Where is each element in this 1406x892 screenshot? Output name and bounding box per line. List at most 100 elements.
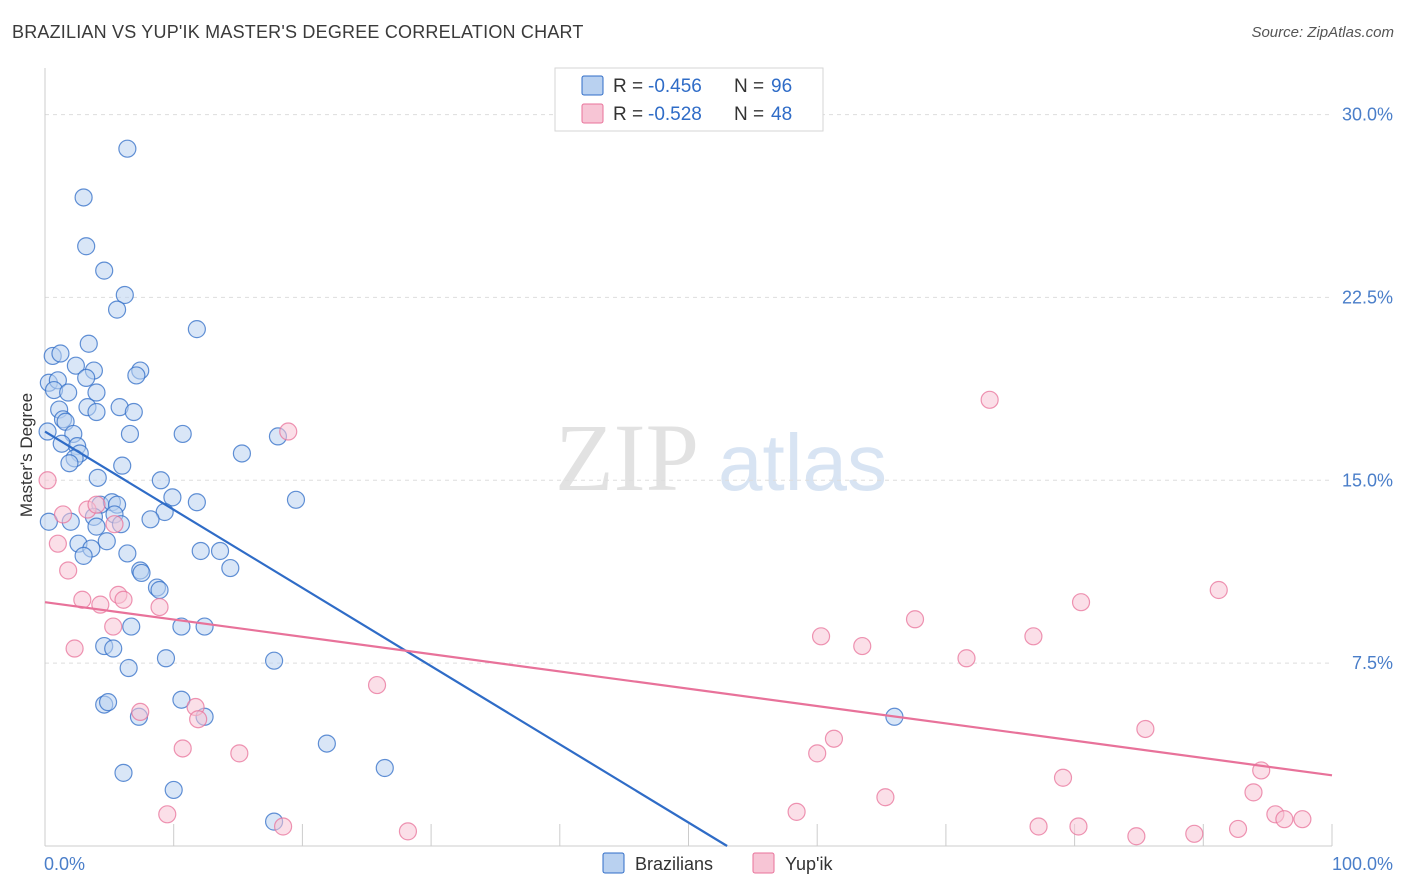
- point-yupik-3: [53, 505, 73, 524]
- point-brazilians-66: [150, 580, 169, 600]
- bottom-legend-label-brazilians: Brazilians: [635, 854, 713, 874]
- point-yupik-13: [150, 597, 169, 617]
- point-brazilians-37: [60, 454, 79, 473]
- bottom-legend-swatch-brazilians: [602, 852, 625, 874]
- point-brazilians-52: [87, 517, 106, 536]
- point-brazilians-74: [119, 658, 138, 678]
- point-brazilians-64: [132, 563, 151, 583]
- trend-lines: [44, 430, 1333, 847]
- point-yupik-30: [824, 729, 844, 748]
- point-brazilians-80: [317, 734, 336, 753]
- x-tick-labels: 0.0% 100.0%: [44, 854, 1393, 874]
- point-yupik-29: [230, 744, 249, 763]
- legend-box: R = -0.456 N = 96 R = -0.528 N = 48: [554, 67, 824, 132]
- point-yupik-28: [173, 739, 192, 758]
- point-brazilians-54: [39, 512, 58, 531]
- point-brazilians-23: [87, 402, 106, 422]
- point-yupik-8: [59, 561, 78, 580]
- point-yupik-37: [787, 802, 806, 821]
- legend-r-value-brazilians: -0.456: [648, 76, 702, 97]
- point-brazilians-58: [74, 546, 93, 565]
- point-yupik-2: [980, 390, 999, 409]
- point-brazilians-16: [77, 368, 96, 387]
- y-tick-labels: 7.5% 15.0% 22.5% 30.0%: [1342, 105, 1393, 674]
- y-axis-label: Master's Degree: [17, 393, 36, 517]
- point-brazilians-40: [151, 471, 170, 490]
- point-yupik-45: [1275, 810, 1294, 829]
- bottom-legend-swatch-yupik: [752, 852, 775, 874]
- point-yupik-24: [131, 702, 150, 722]
- point-brazilians-83: [375, 758, 394, 778]
- chart-source: Source: ZipAtlas.com: [1251, 24, 1394, 41]
- point-brazilians-67: [122, 617, 141, 636]
- point-yupik-15: [65, 639, 84, 658]
- point-brazilians-73: [264, 651, 284, 670]
- bottom-legend: Brazilians Yup'ik: [602, 852, 833, 874]
- point-yupik-19: [811, 627, 831, 646]
- legend-n-label-yupik: N =: [734, 104, 764, 125]
- point-brazilians-10: [66, 356, 85, 375]
- point-brazilians-59: [118, 544, 137, 563]
- point-brazilians-50: [141, 510, 160, 529]
- point-brazilians-61: [210, 541, 230, 561]
- bottom-legend-label-yupik: Yup'ik: [785, 854, 833, 874]
- y-tick-label-1: 15.0%: [1342, 470, 1393, 490]
- point-brazilians-60: [191, 541, 210, 561]
- point-yupik-26: [189, 710, 208, 729]
- point-yupik-18: [905, 610, 925, 629]
- point-yupik-20: [853, 636, 872, 656]
- point-brazilians-69: [195, 617, 214, 636]
- point-brazilians-1: [74, 188, 93, 207]
- point-yupik-1: [279, 422, 298, 441]
- legend-r-value-yupik: -0.528: [648, 104, 702, 125]
- legend-swatch-yupik: [581, 103, 604, 124]
- point-brazilians-18: [59, 383, 78, 402]
- point-brazilians-46: [286, 490, 306, 509]
- point-brazilians-19: [87, 383, 106, 402]
- trend-line-brazilians: [44, 430, 728, 847]
- point-yupik-6: [87, 495, 106, 514]
- x-tick-label-1: 100.0%: [1332, 854, 1393, 874]
- point-brazilians-13: [127, 366, 146, 385]
- series-yupik: [38, 390, 1312, 846]
- point-brazilians-45: [187, 493, 206, 512]
- point-brazilians-24: [124, 402, 143, 422]
- point-yupik-16: [1071, 593, 1091, 612]
- chart-title: BRAZILIAN VS YUP'IK MASTER'S DEGREE CORR…: [12, 22, 584, 42]
- watermark: ZIP atlas: [555, 404, 887, 511]
- point-yupik-23: [367, 675, 387, 695]
- point-yupik-31: [808, 744, 827, 763]
- point-brazilians-7: [79, 334, 98, 353]
- legend-n-value-yupik: 48: [771, 104, 792, 125]
- y-tick-label-0: 7.5%: [1352, 653, 1393, 673]
- point-yupik-42: [1127, 827, 1146, 846]
- point-brazilians-5: [107, 300, 127, 319]
- point-brazilians-77: [98, 693, 118, 712]
- point-brazilians-4: [115, 285, 134, 305]
- legend-swatch-brazilians: [581, 75, 604, 96]
- watermark-atlas: atlas: [718, 418, 887, 507]
- point-yupik-46: [1228, 819, 1248, 839]
- axes: [44, 68, 1333, 847]
- point-yupik-47: [1185, 824, 1204, 843]
- point-yupik-35: [876, 788, 895, 807]
- point-yupik-39: [398, 822, 418, 841]
- point-yupik-0: [38, 471, 57, 490]
- point-brazilians-72: [156, 649, 176, 668]
- point-brazilians-29: [120, 424, 140, 444]
- point-yupik-36: [158, 805, 177, 824]
- legend-n-value-brazilians: 96: [771, 76, 792, 97]
- point-brazilians-56: [97, 532, 116, 551]
- point-brazilians-38: [113, 456, 132, 475]
- trend-line-yupik: [44, 601, 1333, 777]
- gridlines: [45, 114, 1332, 664]
- point-brazilians-9: [51, 344, 70, 363]
- point-brazilians-68: [172, 617, 191, 636]
- point-yupik-22: [957, 649, 976, 668]
- point-yupik-12: [114, 590, 133, 609]
- legend-n-label-brazilians: N =: [734, 76, 764, 97]
- point-brazilians-36: [232, 444, 252, 463]
- y-tick-label-3: 30.0%: [1342, 105, 1393, 125]
- point-brazilians-75: [172, 690, 191, 709]
